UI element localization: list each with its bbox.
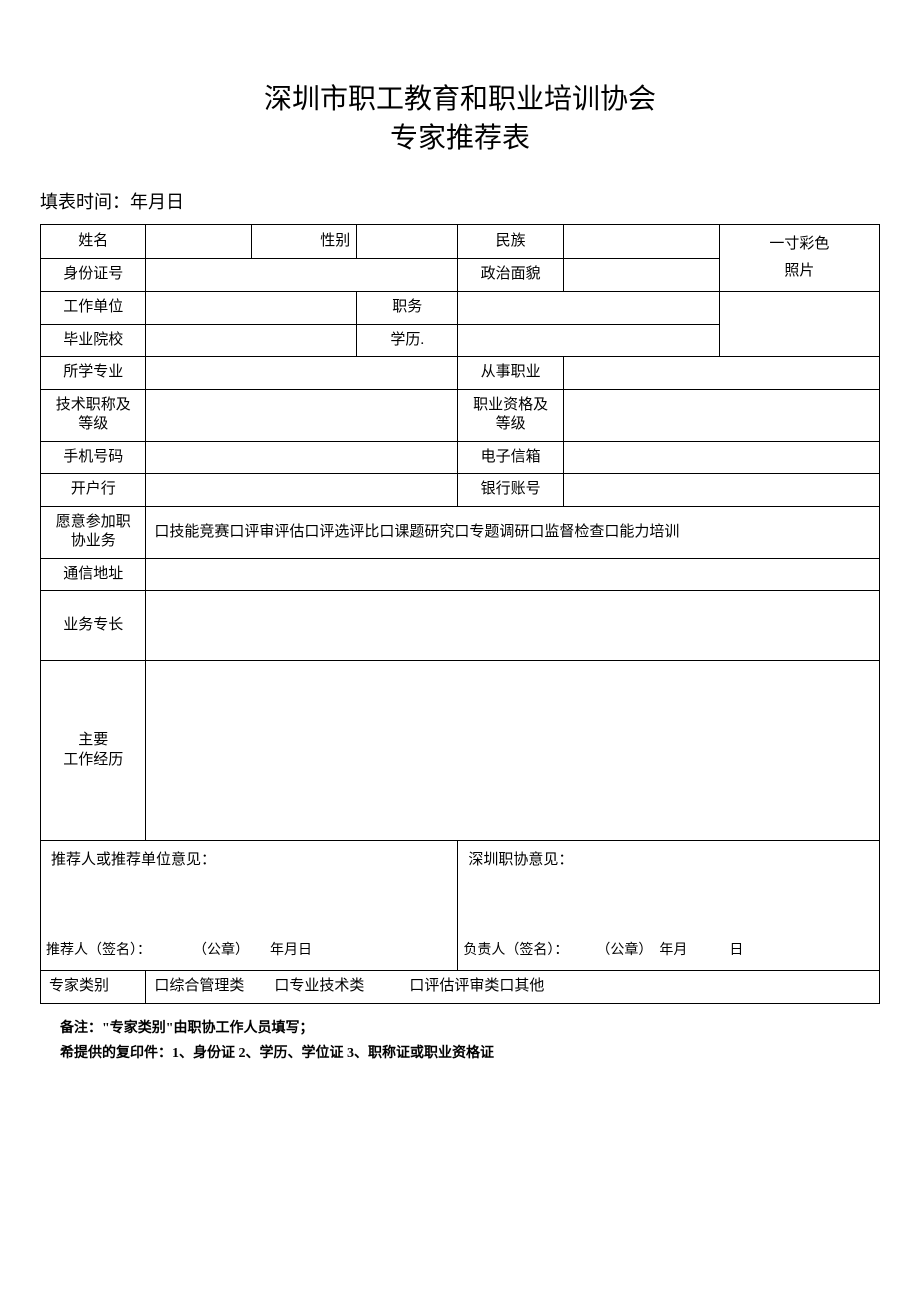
bank-label: 开户行: [41, 474, 146, 507]
work-unit-label: 工作单位: [41, 292, 146, 325]
recommender-opinion-label: 推荐人或推荐单位意见：: [51, 851, 447, 871]
work-history-label: 主要 工作经历: [41, 661, 146, 841]
photo-line1: 一寸彩色: [769, 236, 829, 252]
occupation-value[interactable]: [563, 357, 879, 390]
category-options[interactable]: 口综合管理类 口专业技术类 口评估评审类口其他: [146, 971, 880, 1004]
work-history-value[interactable]: [146, 661, 880, 841]
note-line1: 备注："专家类别"由职协工作人员填写；: [60, 1016, 880, 1041]
major-label: 所学专业: [41, 357, 146, 390]
gender-value[interactable]: [357, 225, 458, 259]
email-value[interactable]: [563, 441, 879, 474]
education-label: 学历.: [357, 324, 458, 357]
qualification-label: 职业资格及 等级: [458, 389, 563, 441]
photo-line2: 照片: [784, 263, 814, 279]
willing-biz-line1: 愿意参加职: [56, 514, 131, 530]
responsible-sig-line: 负责人（签名）： （公章） 年月 日: [463, 942, 874, 960]
id-label: 身份证号: [41, 258, 146, 292]
address-label: 通信地址: [41, 558, 146, 591]
political-value[interactable]: [563, 258, 719, 292]
photo-cell: 一寸彩色 照片: [719, 225, 879, 292]
bank-value[interactable]: [146, 474, 458, 507]
email-label: 电子信箱: [458, 441, 563, 474]
fill-time-label: 填表时间：年月日: [40, 188, 880, 214]
position-value[interactable]: [458, 292, 719, 325]
title-line2: 专家推荐表: [390, 123, 530, 154]
occupation-label: 从事职业: [458, 357, 563, 390]
tech-title-line1: 技术职称及: [56, 397, 131, 413]
qualification-value[interactable]: [563, 389, 879, 441]
education-value[interactable]: [458, 324, 719, 357]
recommender-opinion-cell[interactable]: 推荐人或推荐单位意见： 推荐人（签名）： （公章） 年月日: [41, 841, 458, 971]
position-label: 职务: [357, 292, 458, 325]
title-line1: 深圳市职工教育和职业培训协会: [264, 84, 656, 115]
assoc-opinion-label: 深圳职协意见：: [468, 851, 869, 871]
willing-biz-label: 愿意参加职 协业务: [41, 506, 146, 558]
work-unit-value[interactable]: [146, 292, 357, 325]
gender-label: 性别: [251, 225, 356, 259]
address-value[interactable]: [146, 558, 880, 591]
political-label: 政治面貌: [458, 258, 563, 292]
work-history-line2: 工作经历: [63, 752, 123, 768]
qualification-line1: 职业资格及: [473, 397, 548, 413]
biz-options[interactable]: 口技能竞赛口评审评估口评选评比口课题研究口专题调研口监督检查口能力培训: [146, 506, 880, 558]
work-history-line1: 主要: [78, 732, 108, 748]
tech-title-label: 技术职称及 等级: [41, 389, 146, 441]
major-value[interactable]: [146, 357, 458, 390]
recommender-sig-line: 推荐人（签名）： （公章） 年月日: [46, 942, 452, 960]
willing-biz-line2: 协业务: [71, 533, 116, 549]
name-label: 姓名: [41, 225, 146, 259]
bank-account-value[interactable]: [563, 474, 879, 507]
notes-section: 备注："专家类别"由职协工作人员填写； 希提供的复印件：1、身份证 2、学历、学…: [40, 1016, 880, 1066]
tech-title-line2: 等级: [78, 416, 108, 432]
form-table: 姓名 性别 民族 一寸彩色 照片 身份证号 政治面貌 工作单位 职务 毕业院校 …: [40, 224, 880, 1004]
qualification-line2: 等级: [496, 416, 526, 432]
expert-category-label: 专家类别: [41, 971, 146, 1004]
photo-extra: [719, 292, 879, 357]
grad-school-value[interactable]: [146, 324, 357, 357]
grad-school-label: 毕业院校: [41, 324, 146, 357]
specialty-value[interactable]: [146, 591, 880, 661]
bank-account-label: 银行账号: [458, 474, 563, 507]
ethnicity-value[interactable]: [563, 225, 719, 259]
specialty-label: 业务专长: [41, 591, 146, 661]
tech-title-value[interactable]: [146, 389, 458, 441]
id-value[interactable]: [146, 258, 458, 292]
document-title: 深圳市职工教育和职业培训协会 专家推荐表: [40, 80, 880, 158]
mobile-value[interactable]: [146, 441, 458, 474]
note-line2: 希提供的复印件：1、身份证 2、学历、学位证 3、职称证或职业资格证: [60, 1041, 880, 1066]
mobile-label: 手机号码: [41, 441, 146, 474]
ethnicity-label: 民族: [458, 225, 563, 259]
assoc-opinion-cell[interactable]: 深圳职协意见： 负责人（签名）： （公章） 年月 日: [458, 841, 880, 971]
name-value[interactable]: [146, 225, 251, 259]
